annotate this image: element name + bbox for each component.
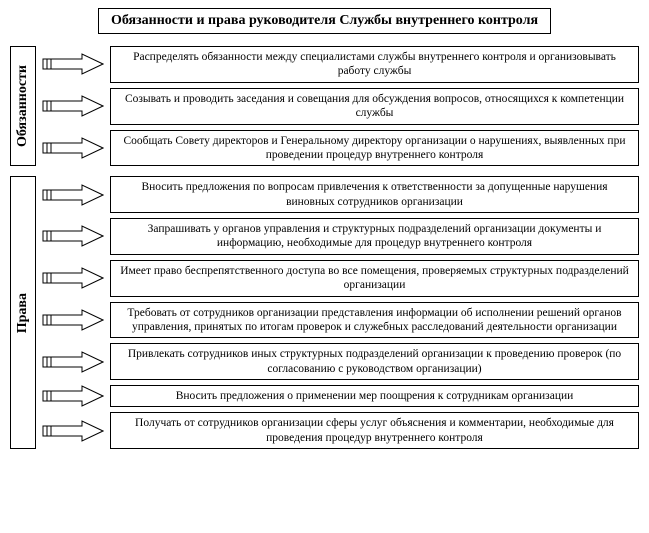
duty-row: Распределять обязанности между специалис…	[42, 46, 639, 83]
section-label-rights-text: Права	[15, 293, 31, 333]
right-item: Вносить предложения по вопросам привлече…	[110, 176, 639, 213]
right-row: Запрашивать у органов управления и струк…	[42, 218, 639, 255]
right-item: Имеет право беспрепятственного доступа в…	[110, 260, 639, 297]
duty-item: Созывать и проводить заседания и совещан…	[110, 88, 639, 125]
right-item: Получать от сотрудников организации сфер…	[110, 412, 639, 449]
arrow-icon	[42, 351, 104, 373]
section-label-duties-text: Обязанности	[15, 65, 31, 147]
right-row: Привлекать сотрудников иных структурных …	[42, 343, 639, 380]
right-item: Привлекать сотрудников иных структурных …	[110, 343, 639, 380]
section-duties: Обязанности Распределять обязанности меж…	[10, 46, 639, 166]
duty-item: Распределять обязанности между специалис…	[110, 46, 639, 83]
arrow-icon	[42, 267, 104, 289]
right-item: Запрашивать у органов управления и струк…	[110, 218, 639, 255]
arrow-icon	[42, 225, 104, 247]
arrow-icon	[42, 53, 104, 75]
right-row: Вносить предложения о применении мер поо…	[42, 385, 639, 407]
right-row: Имеет право беспрепятственного доступа в…	[42, 260, 639, 297]
right-row: Вносить предложения по вопросам привлече…	[42, 176, 639, 213]
arrow-icon	[42, 420, 104, 442]
arrow-icon	[42, 137, 104, 159]
arrow-icon	[42, 95, 104, 117]
duty-item: Сообщать Совету директоров и Генеральном…	[110, 130, 639, 167]
rights-rows: Вносить предложения по вопросам привлече…	[36, 176, 639, 449]
duties-rows: Распределять обязанности между специалис…	[36, 46, 639, 166]
arrow-icon	[42, 309, 104, 331]
section-label-rights: Права	[10, 176, 36, 449]
duty-row: Сообщать Совету директоров и Генеральном…	[42, 130, 639, 167]
diagram-root: Обязанности и права руководителя Службы …	[0, 0, 649, 473]
page-title: Обязанности и права руководителя Службы …	[98, 8, 551, 34]
duty-row: Созывать и проводить заседания и совещан…	[42, 88, 639, 125]
right-row: Получать от сотрудников организации сфер…	[42, 412, 639, 449]
arrow-icon	[42, 184, 104, 206]
right-row: Требовать от сотрудников организации пре…	[42, 302, 639, 339]
section-label-duties: Обязанности	[10, 46, 36, 166]
section-rights: Права Вносить предложения по вопросам пр…	[10, 176, 639, 449]
arrow-icon	[42, 385, 104, 407]
right-item: Вносить предложения о применении мер поо…	[110, 385, 639, 407]
right-item: Требовать от сотрудников организации пре…	[110, 302, 639, 339]
